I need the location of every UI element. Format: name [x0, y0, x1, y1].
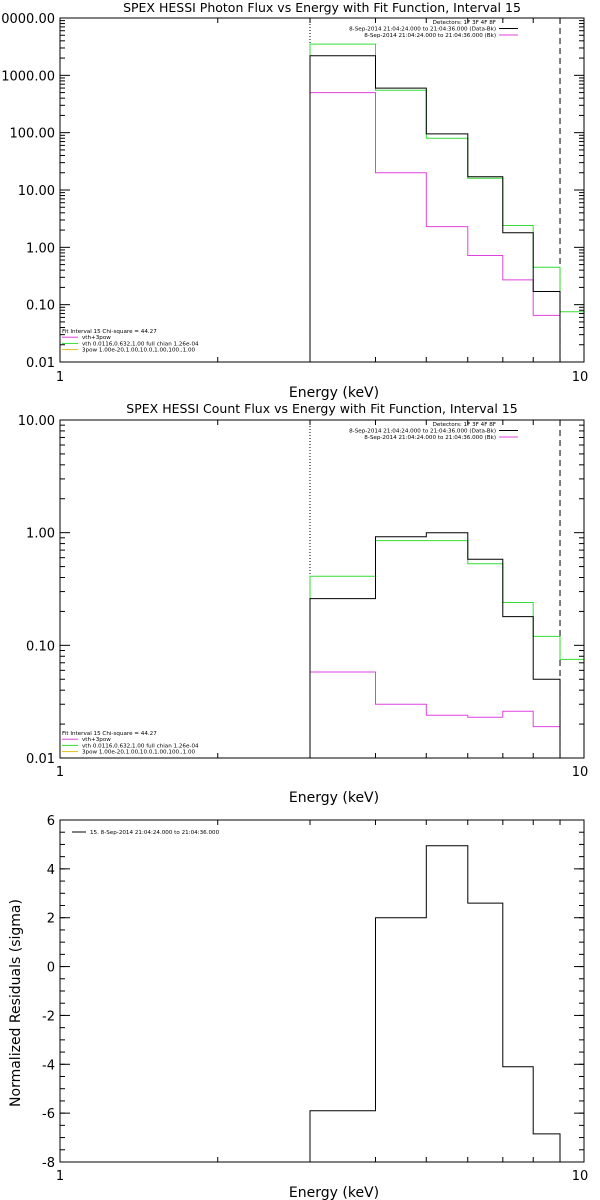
legend-text: 8-Sep-2014 21:04:24.000 to 21:04:36.000 …	[364, 435, 496, 441]
x-tick-label: 10	[572, 1169, 589, 1184]
x-tick-label: 1	[56, 1169, 64, 1184]
series-line	[309, 532, 561, 758]
chart-title: SPEX HESSI Photon Flux vs Energy with Fi…	[123, 0, 521, 15]
x-tick-label: 10	[572, 765, 589, 780]
legend-text: Fit Interval 15 Chi-square = 44.27	[62, 731, 157, 737]
y-tick-label: 0.10	[26, 639, 55, 654]
x-axis-label: Energy (keV)	[289, 385, 379, 401]
legend-text: 15. 8-Sep-2014 21:04:24.000 to 21:04:36.…	[90, 830, 220, 836]
y-tick-label: 2	[47, 912, 55, 927]
y-tick-label: -4	[42, 1058, 55, 1073]
y-axis-label: Normalized Residuals (sigma)	[8, 899, 24, 1107]
series-line	[309, 540, 584, 758]
x-tick-label: 1	[56, 370, 64, 385]
legend-text: Fit Interval 15 Chi-square = 44.27	[62, 329, 157, 335]
series-line	[309, 43, 584, 362]
legend-text: vth 0.0116,0.632,1.00 full chian 1.26e-0…	[82, 341, 199, 347]
series-line	[309, 55, 561, 362]
legend-text: 8-Sep-2014 21:04:24.000 to 21:04:36.000 …	[364, 33, 496, 39]
panel-3: -8 -6 -4 -2 0 2 4 6 1 10 Energy (keV) Normalized Re…	[8, 814, 588, 1200]
x-tick-label: 1	[56, 765, 64, 780]
legend-text: 8-Sep-2014 21:04:24.000 to 21:04:36.000 …	[349, 429, 496, 435]
y-tick-label: 4	[47, 863, 55, 878]
legend-text: 8-Sep-2014 21:04:24.000 to 21:04:36.000 …	[349, 27, 496, 33]
x-axis-label: Energy (keV)	[289, 1185, 379, 1200]
y-tick-label: 1000.00	[1, 69, 55, 84]
y-tick-label: 0000.00	[1, 12, 55, 27]
y-tick-label: 0.10	[26, 299, 55, 314]
plot-frame	[59, 819, 585, 1163]
panel-2: SPEX HESSI Count Flux vs Energy with Fit…	[18, 401, 588, 806]
series-line	[309, 845, 561, 1162]
y-tick-label: -2	[42, 1009, 55, 1024]
legend-text: vth+3pow	[82, 737, 111, 743]
y-tick-label: 10.00	[18, 414, 55, 429]
legend-text: vth 0.0116,0.632,1.00 full chian 1.26e-0…	[82, 743, 199, 749]
x-tick-label: 10	[572, 370, 589, 385]
legend-text: vth+3pow	[82, 335, 111, 341]
legend-text: Detectors: 1F 3F 4F 8F	[433, 20, 496, 26]
chart-title: SPEX HESSI Count Flux vs Energy with Fit…	[126, 401, 517, 416]
y-tick-label: 6	[47, 814, 55, 829]
legend-text: Detectors: 1F 3F 4F 8F	[433, 422, 496, 428]
y-tick-label: 1.00	[26, 527, 55, 542]
y-tick-label: 10.00	[18, 184, 55, 199]
y-tick-label: -8	[42, 1156, 55, 1171]
x-axis-label: Energy (keV)	[289, 790, 379, 806]
y-tick-label: 100.00	[10, 127, 56, 142]
plot-frame	[59, 17, 585, 363]
y-tick-label: 0.01	[26, 356, 55, 371]
y-tick-label: 0.01	[26, 752, 55, 767]
y-tick-label: -6	[42, 1107, 55, 1122]
y-tick-label: 0	[47, 961, 55, 976]
plot-frame	[59, 419, 585, 759]
legend-text: 3pow 1.00e-20,1.00,10.0,1.00,100.,1.00	[82, 348, 196, 354]
y-tick-label: 1.00	[26, 241, 55, 256]
series-line	[309, 671, 561, 758]
panel-1: SPEX HESSI Photon Flux vs Energy with Fi…	[1, 0, 588, 401]
series-line	[309, 92, 561, 362]
legend-text: 3pow 1.00e-20,1.00,10.0,1.00,100.,1.00	[82, 750, 196, 756]
